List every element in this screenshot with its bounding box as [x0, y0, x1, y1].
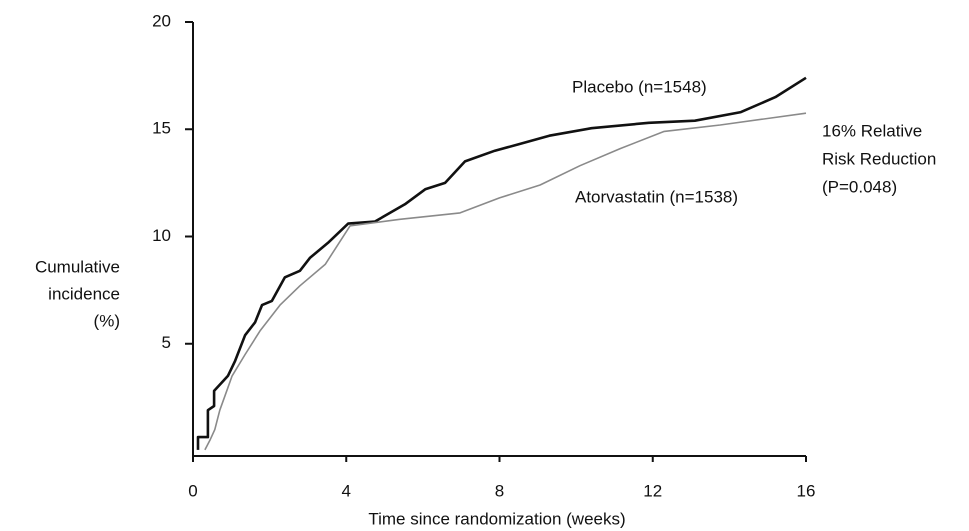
x-tick-label: 4 — [342, 481, 351, 500]
y-axis-label: incidence — [48, 284, 120, 303]
y-axis-label: Cumulative — [35, 257, 120, 276]
x-tick-label: 16 — [797, 481, 816, 500]
annotation: 16% Relative — [822, 121, 922, 140]
x-tick-label: 0 — [188, 481, 197, 500]
y-tick-label: 20 — [152, 11, 171, 30]
x-axis-label: Time since randomization (weeks) — [368, 509, 625, 528]
series-label: Atorvastatin (n=1538) — [575, 187, 738, 206]
series-line — [196, 76, 807, 450]
annotation: Risk Reduction — [822, 149, 936, 168]
x-tick-label: 8 — [495, 481, 504, 500]
y-tick-label: 10 — [152, 226, 171, 245]
series-line — [204, 112, 807, 451]
x-tick-label: 12 — [643, 481, 662, 500]
series-label: Placebo (n=1548) — [572, 77, 707, 96]
y-axis-label: (%) — [94, 311, 120, 330]
y-tick-label: 15 — [152, 119, 171, 138]
y-tick-label: 5 — [162, 333, 171, 352]
annotation: (P=0.048) — [822, 177, 897, 196]
